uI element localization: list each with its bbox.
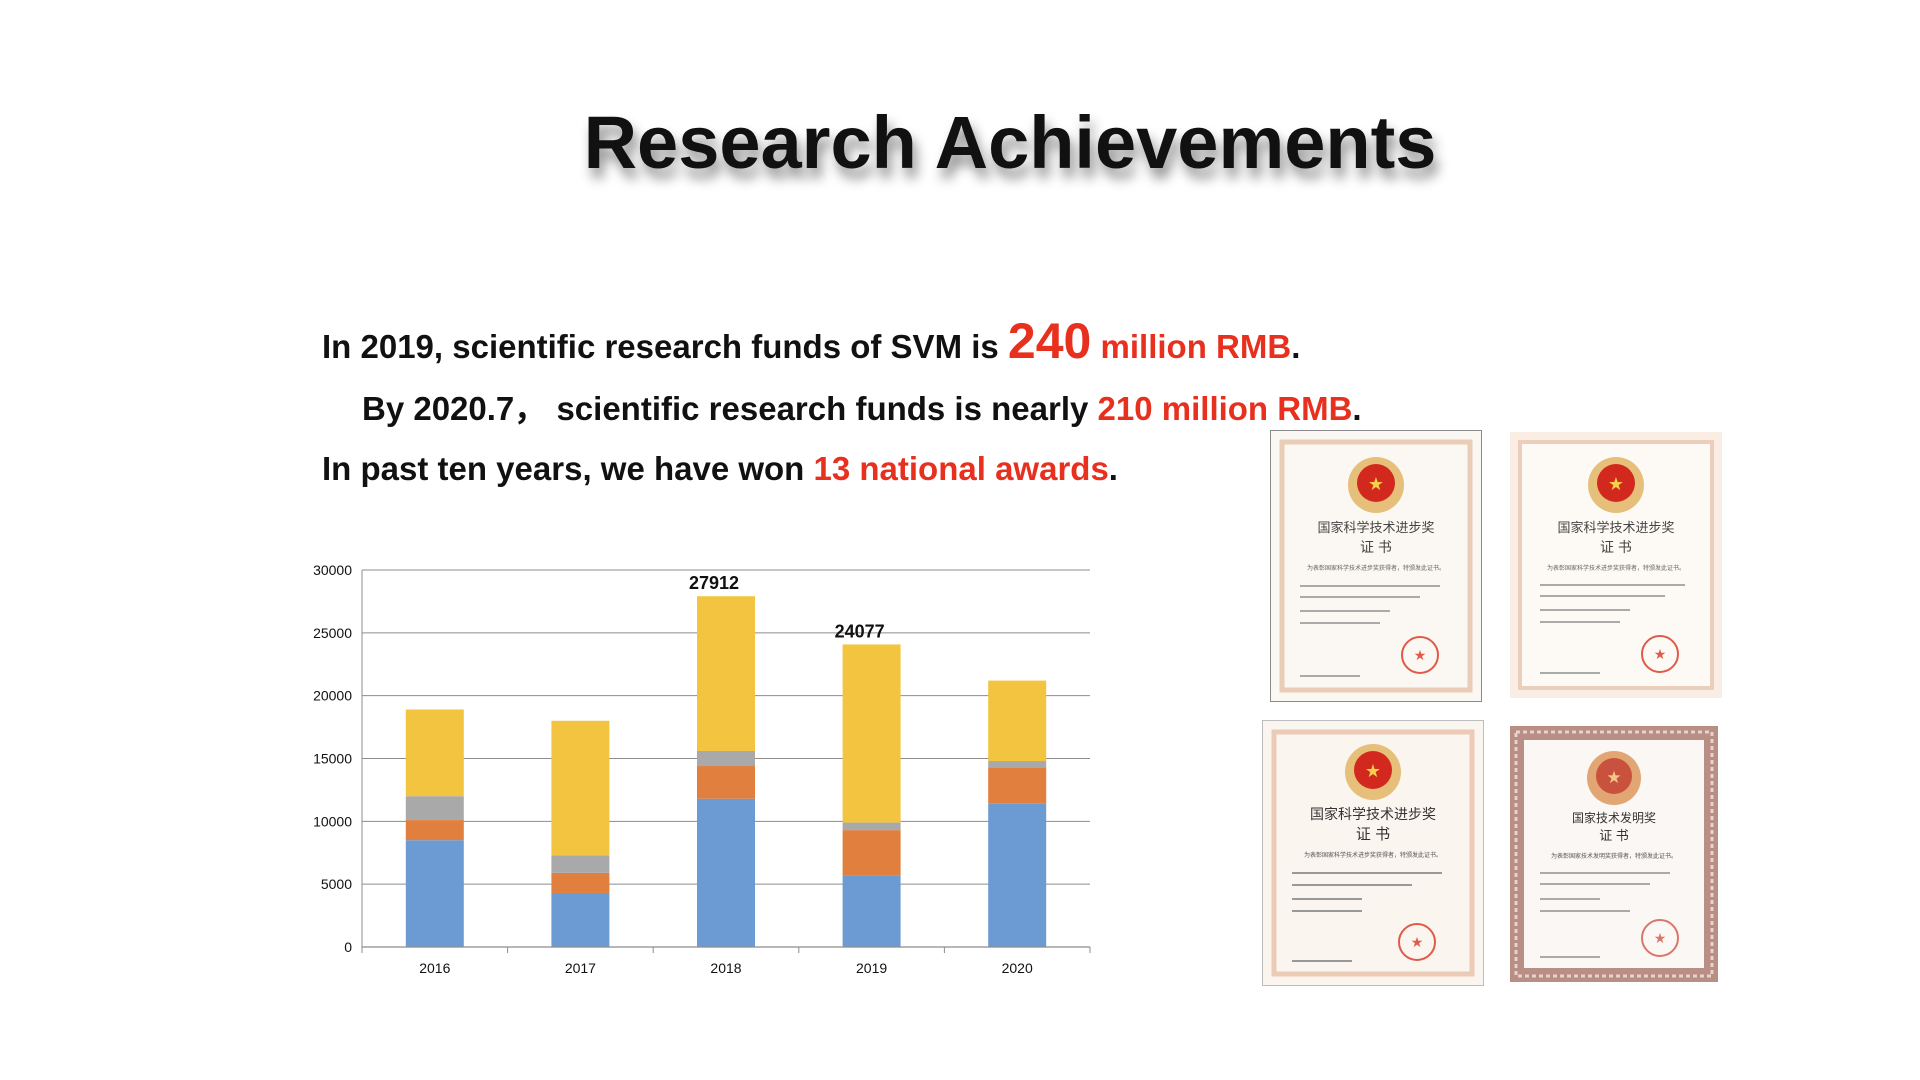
svg-text:★: ★ (1606, 768, 1621, 787)
certificate-text: 为表彰国家科学技术进步奖获得者，特颁发此证书。 (1307, 564, 1445, 572)
svg-text:★: ★ (1411, 934, 1424, 950)
y-tick-label: 25000 (313, 625, 352, 641)
x-tick-label: 2016 (419, 960, 450, 976)
bar-segment-2017-series-2 (551, 872, 610, 893)
funds-2019-line: In 2019, scientific research funds of SV… (322, 312, 1300, 370)
svg-text:★: ★ (1608, 474, 1624, 494)
funds-2020-period: . (1352, 390, 1362, 427)
certificate-title: 国家科学技术进步奖 (1310, 806, 1436, 822)
national-emblem-icon: ★ (1587, 751, 1641, 805)
certificate-text: 为表彰国家技术发明奖获得者，特颁发此证书。 (1551, 852, 1677, 860)
y-tick-label: 10000 (313, 813, 352, 829)
certificate-1: ★ 国家科学技术进步奖 证 书 为表彰国家科学技术进步奖获得者，特颁发此证书。 … (1270, 430, 1482, 702)
x-tick-label: 2020 (1002, 960, 1033, 976)
bar-segment-2018-series-2 (697, 766, 755, 799)
awards-line: In past ten years, we have won 13 nation… (322, 450, 1118, 488)
funds-2020-line: By 2020.7， scientific research funds is … (362, 382, 1362, 430)
red-seal-icon: ★ (1641, 635, 1679, 673)
slide-title: Research Achievements (583, 101, 1437, 184)
bar-segment-2016-series-4 (405, 709, 464, 797)
bar-segment-2019-series-1 (842, 875, 901, 947)
svg-text:★: ★ (1414, 647, 1427, 663)
bar-segment-2016-series-3 (405, 796, 464, 821)
bar-segment-2020-series-3 (988, 761, 1047, 768)
data-label-2018: 27912 (689, 573, 739, 593)
certificate-title: 国家科学技术进步奖 (1557, 520, 1674, 535)
awards-period: . (1108, 450, 1118, 487)
y-tick-label: 20000 (313, 688, 352, 704)
bar-segment-2020-series-1 (988, 803, 1047, 947)
funds-bar-chart: 0 5000 10000 15000 20000 25000 30000 2016 2017 20… (313, 562, 1091, 976)
bar-segment-2019-series-4 (842, 644, 901, 823)
certificate-subtitle: 证 书 (1599, 828, 1629, 843)
x-tick-label: 2018 (710, 960, 741, 976)
svg-text:★: ★ (1654, 646, 1667, 662)
y-tick-label: 15000 (313, 751, 352, 767)
bar-segment-2020-series-2 (988, 767, 1047, 804)
bar-segment-2017-series-1 (551, 892, 610, 947)
certificate-title: 国家科学技术进步奖 (1317, 520, 1434, 535)
certificate-text: 为表彰国家科学技术进步奖获得者，特颁发此证书。 (1547, 564, 1685, 572)
red-seal-icon: ★ (1641, 919, 1679, 957)
certificate-subtitle: 证 书 (1360, 539, 1392, 555)
svg-text:★: ★ (1365, 761, 1381, 781)
funds-2019-unit: million RMB (1091, 328, 1292, 365)
national-emblem-icon: ★ (1348, 457, 1404, 513)
bar-segment-2018-series-4 (697, 596, 755, 751)
y-tick-label: 30000 (313, 562, 352, 578)
bar-segment-2019-series-3 (842, 822, 901, 831)
national-emblem-icon: ★ (1588, 457, 1644, 513)
bar-segment-2017-series-3 (551, 855, 610, 873)
bar-segment-2016-series-2 (405, 820, 464, 841)
funds-2020-text: By 2020.7， scientific research funds is … (362, 390, 1098, 427)
certificate-text: 为表彰国家科学技术进步奖获得者，特颁发此证书。 (1304, 851, 1442, 859)
awards-value: 13 national awards (813, 450, 1109, 487)
funds-2020-value: 210 million RMB (1097, 390, 1353, 427)
red-seal-icon: ★ (1401, 636, 1439, 674)
certificate-4: ★ 国家技术发明奖 证 书 为表彰国家技术发明奖获得者，特颁发此证书。 ★ (1510, 726, 1718, 982)
certificate-title: 国家技术发明奖 (1572, 810, 1656, 825)
svg-text:★: ★ (1654, 930, 1667, 946)
bar-segment-2016-series-1 (405, 840, 464, 947)
funds-2019-value: 240 (1007, 313, 1092, 369)
bar-segment-2017-series-4 (551, 720, 610, 856)
certificate-subtitle: 证 书 (1600, 539, 1632, 555)
bar-segment-2018-series-3 (697, 750, 755, 767)
funds-2019-period: . (1291, 328, 1301, 365)
bar-segment-2020-series-4 (988, 680, 1047, 762)
certificate-subtitle: 证 书 (1356, 826, 1390, 843)
bar-segment-2019-series-2 (842, 830, 901, 876)
national-emblem-icon: ★ (1345, 744, 1401, 800)
x-tick-label: 2019 (856, 960, 887, 976)
bar-segment-2018-series-1 (697, 798, 755, 947)
x-tick-label: 2017 (565, 960, 596, 976)
funds-2019-text: In 2019, scientific research funds of SV… (322, 328, 1008, 365)
awards-text: In past ten years, we have won (322, 450, 814, 487)
y-tick-label: 5000 (321, 876, 352, 892)
svg-text:★: ★ (1368, 474, 1384, 494)
red-seal-icon: ★ (1398, 923, 1436, 961)
certificate-2: ★ 国家科学技术进步奖 证 书 为表彰国家科学技术进步奖获得者，特颁发此证书。 … (1510, 432, 1722, 698)
certificate-3: ★ 国家科学技术进步奖 证 书 为表彰国家科学技术进步奖获得者，特颁发此证书。 … (1262, 720, 1484, 986)
y-tick-label: 0 (344, 939, 352, 955)
data-label-2019: 24077 (835, 621, 885, 641)
